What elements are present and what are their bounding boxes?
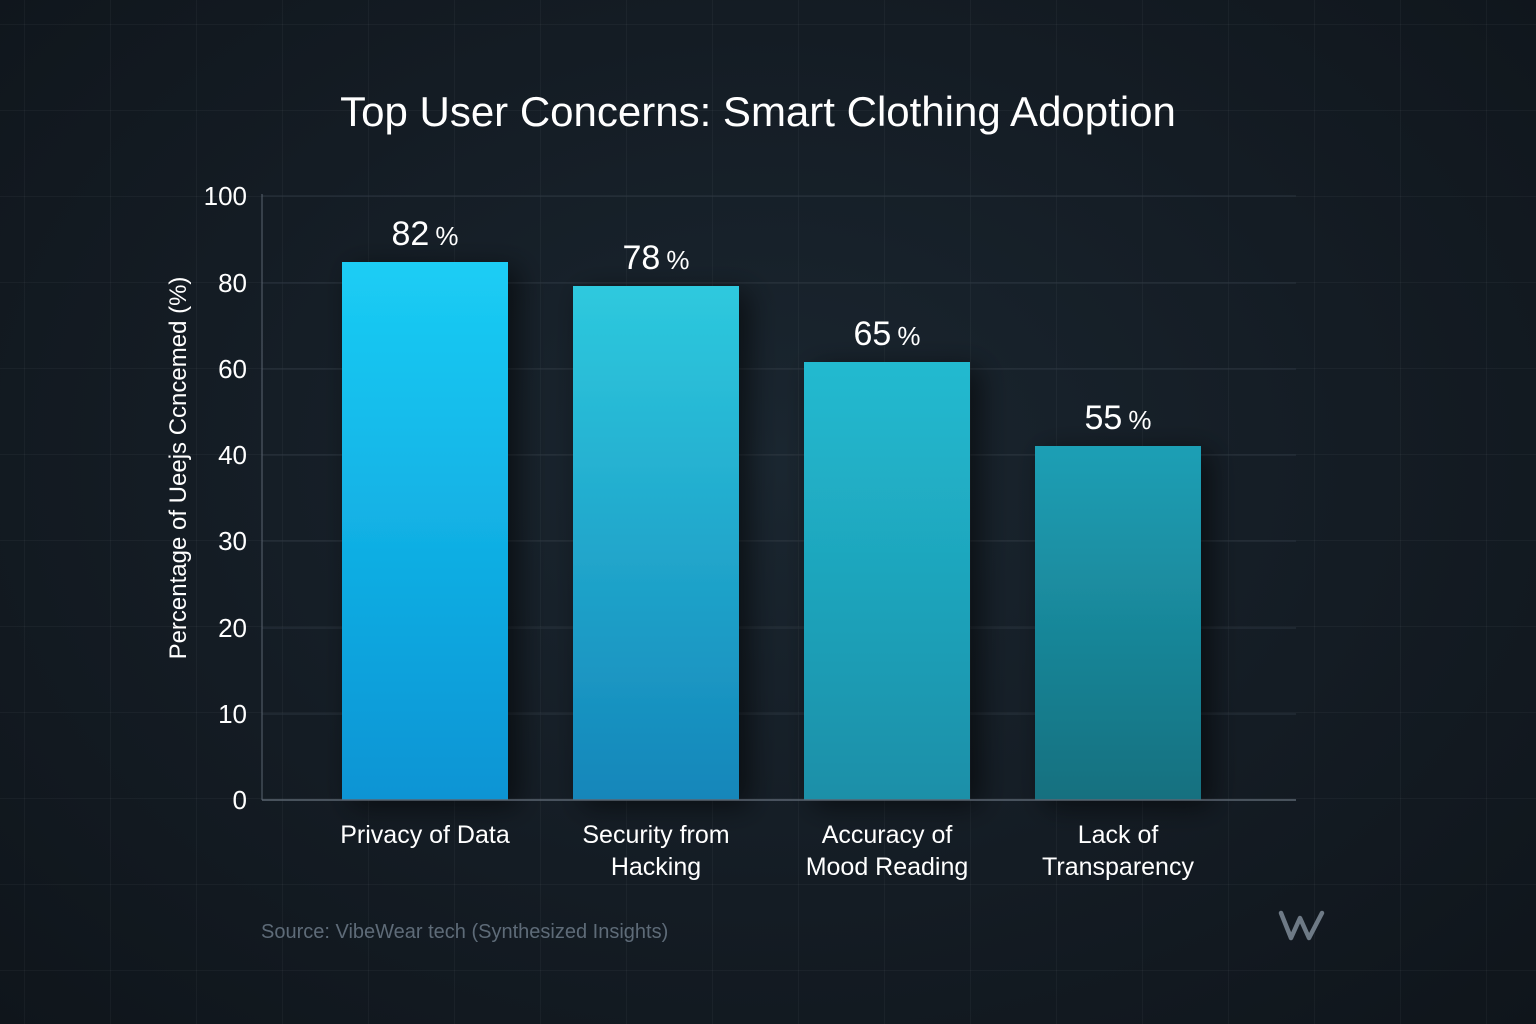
x-category-label: Privacy of Data xyxy=(340,821,510,849)
chart-title: Top User Concerns: Smart Clothing Adopti… xyxy=(340,88,1176,135)
y-axis-label: Percentage of Ueejs Ccncemed (%) xyxy=(165,277,192,660)
bar xyxy=(342,262,508,800)
y-tick-label: 80 xyxy=(218,268,247,298)
x-category-label: Accuracy of Mood Reading xyxy=(806,821,969,881)
y-tick-label: 30 xyxy=(218,526,247,556)
bar xyxy=(573,286,739,800)
source-note: Source: VibeWear tech (Synthesized Insig… xyxy=(261,921,668,943)
bar-value-label: 82% xyxy=(392,215,459,253)
category-labels: Privacy of Data Security from Hacking Accur… xyxy=(340,821,1194,881)
x-category-label: Lack of Transparency xyxy=(1042,821,1194,881)
y-tick-label: 0 xyxy=(233,785,247,815)
y-tick-label: 100 xyxy=(204,181,247,211)
bar-value-label: 55% xyxy=(1085,399,1152,437)
y-tick-label: 20 xyxy=(218,613,247,643)
bar-value-label: 78% xyxy=(623,239,690,277)
y-tick-label: 60 xyxy=(218,354,247,384)
bars xyxy=(342,262,1201,800)
bar-value-label: 65% xyxy=(854,315,921,353)
bar xyxy=(1035,446,1201,800)
x-category-label: Security from Hacking xyxy=(582,821,729,881)
bar xyxy=(804,362,970,800)
y-tick-label: 40 xyxy=(218,440,247,470)
y-tick-label: 10 xyxy=(218,699,247,729)
vibewear-w-logo-icon xyxy=(1278,910,1325,941)
value-labels: 82 % 78 % 65 % 55% xyxy=(392,215,1152,437)
